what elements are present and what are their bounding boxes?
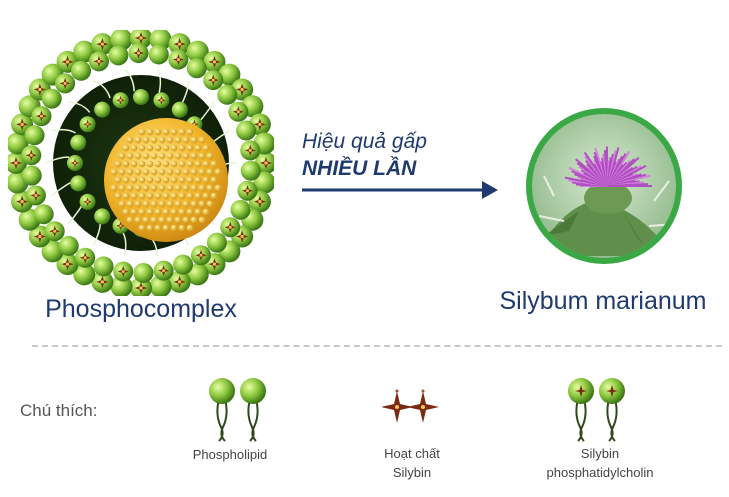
phosphocomplex-illustration [8,30,274,296]
arrow-caption-line2: NHIỀU LẦN [302,157,417,180]
phospholipid-label: Phospholipid [192,447,268,462]
core-texture [110,128,222,232]
dashed-divider [32,345,722,347]
phospholipid-shell [8,30,274,296]
silybin-phosphatidylcholin-label: Silybin phosphatidylcholin [546,446,654,480]
silybin-star-icon [382,391,413,423]
arrow-caption-line1: Hiệu quả gấp [302,130,427,153]
phospholipid-icon [209,378,266,442]
right-arrow-icon [302,181,498,199]
silybin-icon [382,389,439,423]
phosphocomplex-label: Phosphocomplex [45,295,237,323]
milk-thistle-image [526,108,682,264]
silybin-label: Hoạt chất Silybin [384,446,440,480]
silybin-phosphatidylcholin-icon [568,378,625,442]
silybin-star-icon [407,391,439,423]
silybum-marianum-label: Silybum marianum [499,287,707,315]
legend-title: Chú thích: [20,401,98,420]
